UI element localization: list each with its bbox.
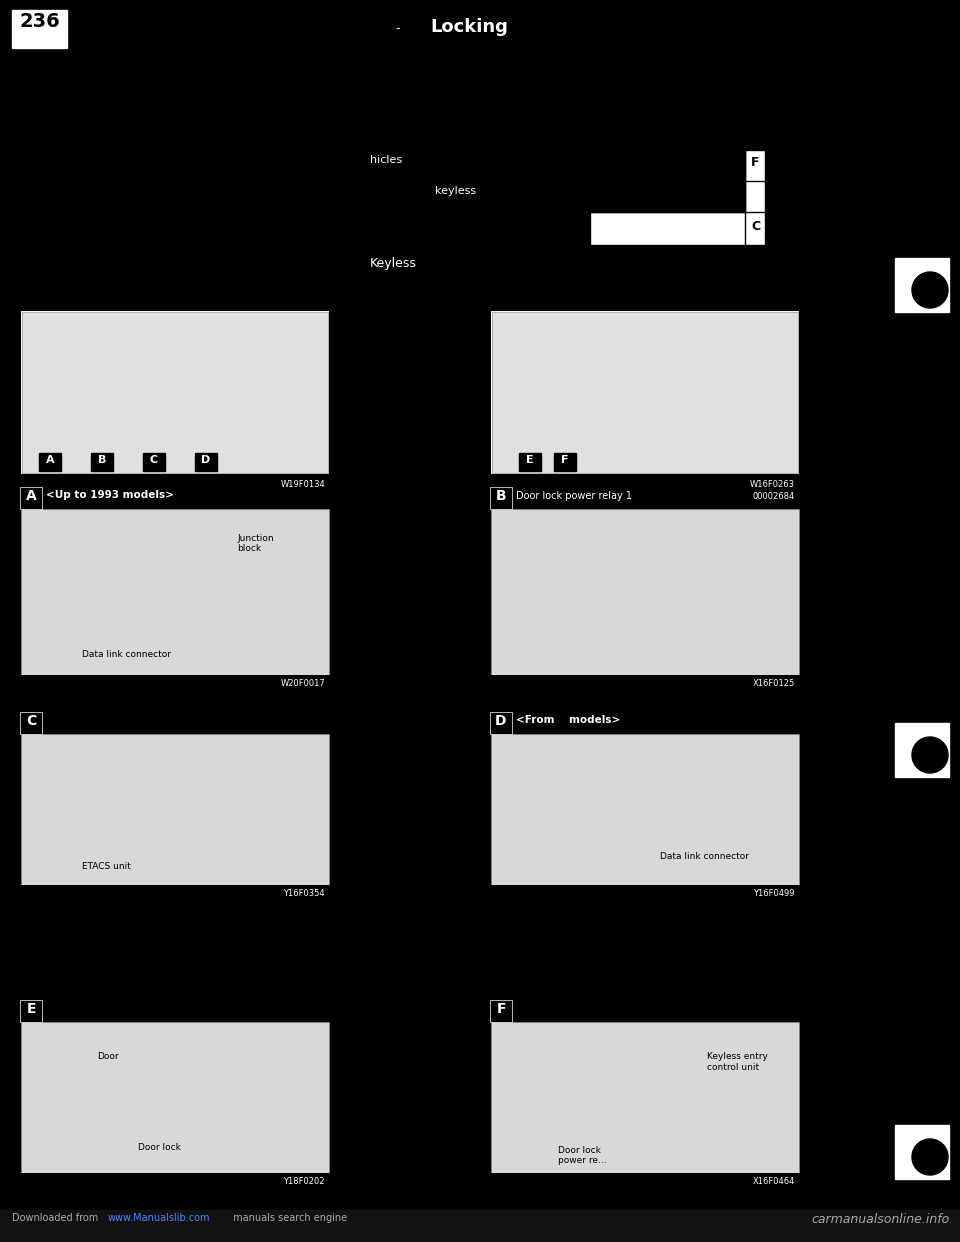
Polygon shape <box>912 737 948 773</box>
Bar <box>20 712 42 734</box>
Text: Keyless: Keyless <box>370 257 417 270</box>
Text: E: E <box>526 455 534 465</box>
Bar <box>490 674 800 697</box>
Bar <box>519 453 541 471</box>
Text: F: F <box>496 1002 506 1016</box>
Text: Locking: Locking <box>430 17 508 36</box>
Text: Door lock
power re...: Door lock power re... <box>558 1146 607 1165</box>
Text: D: D <box>202 455 210 465</box>
Bar <box>39 453 61 471</box>
Bar <box>20 674 330 697</box>
Bar <box>490 1000 512 1022</box>
Text: -: - <box>395 22 399 35</box>
Text: 236: 236 <box>19 12 60 31</box>
Text: F: F <box>562 455 568 465</box>
Bar <box>20 886 330 907</box>
Text: Data link connector: Data link connector <box>82 650 171 660</box>
Bar <box>490 487 800 509</box>
Bar <box>590 150 745 212</box>
Polygon shape <box>900 263 944 307</box>
Bar <box>22 312 328 473</box>
Text: W20F0017: W20F0017 <box>280 679 325 688</box>
Text: Y16F0499: Y16F0499 <box>754 889 795 898</box>
Text: X16F0464: X16F0464 <box>753 1177 795 1186</box>
Bar <box>21 734 329 886</box>
Text: W16F0263: W16F0263 <box>750 479 795 489</box>
Bar <box>20 487 330 697</box>
Text: E: E <box>26 1002 36 1016</box>
Text: Downloaded from: Downloaded from <box>12 1213 102 1223</box>
Text: carmanualsonline.info: carmanualsonline.info <box>812 1213 950 1226</box>
Bar <box>490 1000 800 1022</box>
Bar <box>91 453 113 471</box>
Bar <box>490 487 800 697</box>
Bar <box>20 487 42 509</box>
Bar <box>20 712 330 907</box>
Bar <box>490 1000 800 1195</box>
Bar <box>20 1000 330 1022</box>
Bar <box>491 1022 799 1172</box>
Text: Keyless entry
control unit: Keyless entry control unit <box>707 1052 768 1072</box>
Bar <box>20 1000 42 1022</box>
Bar <box>20 1000 330 1195</box>
Polygon shape <box>912 1139 948 1175</box>
Bar <box>0 1195 960 1220</box>
Text: B: B <box>495 489 506 503</box>
Text: keyless: keyless <box>435 186 476 196</box>
Text: Y16F0354: Y16F0354 <box>283 889 325 898</box>
Text: <Up to 1993 models>: <Up to 1993 models> <box>46 491 174 501</box>
Bar <box>895 723 949 777</box>
Bar <box>20 1172 330 1195</box>
Text: Door: Door <box>98 1052 119 1061</box>
Bar <box>490 310 800 474</box>
Text: Door lock: Door lock <box>138 1143 180 1151</box>
Text: hicles: hicles <box>370 155 402 165</box>
Bar <box>895 1125 949 1179</box>
Polygon shape <box>900 1130 944 1174</box>
Polygon shape <box>912 272 948 308</box>
Bar <box>490 712 800 734</box>
Bar <box>490 712 512 734</box>
Bar <box>590 150 765 245</box>
Text: D: D <box>495 714 507 728</box>
Text: C: C <box>751 220 760 233</box>
Bar <box>20 310 330 474</box>
Bar <box>143 453 165 471</box>
Bar <box>0 0 960 62</box>
Bar <box>895 258 949 312</box>
Text: Junction
block: Junction block <box>237 534 274 553</box>
Bar <box>490 487 512 509</box>
Bar <box>21 509 329 674</box>
Bar <box>491 734 799 886</box>
Text: C: C <box>26 714 36 728</box>
Text: B: B <box>98 455 107 465</box>
Bar <box>20 487 330 509</box>
Text: Data link connector: Data link connector <box>660 852 750 861</box>
Text: Y18F0202: Y18F0202 <box>283 1177 325 1186</box>
Bar <box>21 1022 329 1172</box>
Text: F: F <box>751 156 759 169</box>
Text: C: C <box>150 455 158 465</box>
Text: 00002684: 00002684 <box>753 492 795 501</box>
Bar <box>492 312 798 473</box>
Bar <box>490 712 800 907</box>
Bar <box>490 1172 800 1195</box>
Text: Door lock power relay 1: Door lock power relay 1 <box>516 491 632 501</box>
Polygon shape <box>900 728 944 773</box>
Bar <box>490 886 800 907</box>
Bar <box>491 509 799 674</box>
Bar <box>12 10 67 48</box>
Text: <From    models>: <From models> <box>516 715 620 725</box>
Bar <box>20 712 330 734</box>
Text: A: A <box>46 455 55 465</box>
Text: manuals search engine: manuals search engine <box>230 1213 348 1223</box>
Text: www.Manualslib.com: www.Manualslib.com <box>108 1213 210 1223</box>
Bar <box>195 453 217 471</box>
Bar <box>0 1210 960 1242</box>
Text: W19F0134: W19F0134 <box>280 479 325 489</box>
Bar <box>554 453 576 471</box>
Text: ETACS unit: ETACS unit <box>82 862 131 872</box>
Text: X16F0125: X16F0125 <box>753 679 795 688</box>
Text: A: A <box>26 489 36 503</box>
